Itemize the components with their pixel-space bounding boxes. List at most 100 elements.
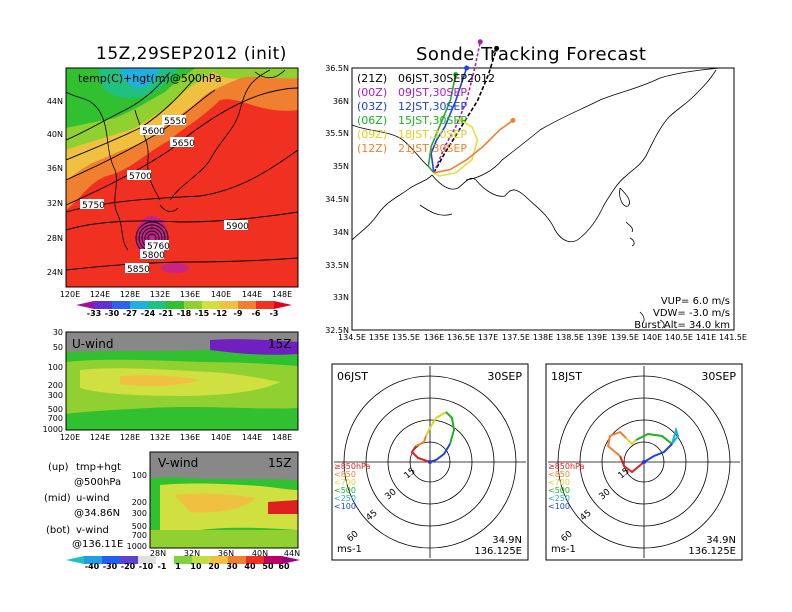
polar-level: <100 [334,502,356,511]
cbar-label: -27 [123,309,137,318]
temp-colorbar-swatch [184,301,202,309]
sonde-lon-tick: 141.5E [719,333,747,342]
polar-lat: 34.9N [492,535,522,546]
temp-colorbar-swatch [220,301,238,309]
cbar-label: -21 [159,309,174,318]
sonde-legend-time: 15JST,30SEP [398,114,467,127]
sonde-legend-time: 09JST,30SEP [398,86,467,99]
temp-colorbar-swatch [130,301,148,309]
sonde-tracks [427,39,516,177]
vwind-lat-tick: 36N [218,549,234,558]
cbar-label: -24 [141,309,156,318]
polar-trace [643,443,673,463]
uwind-p-tick: 50 [53,343,63,352]
cbar-label: -3 [270,309,279,318]
uwind-lon-tick: 120E [60,433,80,442]
sonde-lat-tick: 32.5N [325,326,349,335]
temp-colorbar-swatch [274,301,292,309]
polar-trace [429,443,451,463]
wcbar-label: 10 [190,562,202,571]
polar-time: 18JST [551,370,582,383]
temp-colorbar-swatch [76,301,94,309]
polar-trace [606,430,627,457]
right-title: Sonde Tracking Forecast [416,44,647,65]
uwind-p-tick: 30 [53,328,63,337]
vwind-lat-tick: 44N [284,549,300,558]
map-lat-tick: 44N [47,97,63,106]
sonde-legend-time: 12JST,30SEP [398,100,467,113]
uwind-p-tick: 300 [48,391,63,400]
uwind-p-tick: 500 [48,405,63,414]
wind-colorbar-swatch [66,556,84,564]
sonde-legend-time: 06JST,30SEP2012 [398,72,495,85]
map-lat-tick: 36N [47,164,63,173]
polar-trace [445,411,456,445]
sonde-lon-tick: 139E [587,333,607,342]
sonde-lon-ticks: 134.5E 135E 135.5E 136E 136.5E 137E 137.… [338,333,747,342]
map-lon-tick: 120E [60,290,80,299]
uwind-p-tick: 700 [48,414,63,423]
wind-colorbar-swatch [138,556,156,564]
vwind-label: V-wind [158,456,198,470]
polar-level: <500 [548,486,570,495]
uwind-label: U-wind [72,337,113,351]
polar-level: <250 [334,494,356,503]
wind-colorbar [66,556,300,564]
legend-val: tmp+hgt [76,462,121,473]
polar-trace [619,455,645,474]
wcbar-label: 20 [208,562,220,571]
wcbar-label: 50 [262,562,274,571]
map-label: temp(C)+hgt(m)@500hPa [78,72,222,85]
uwind-lon-tick: 132E [150,433,170,442]
polar-level: <700 [548,478,570,487]
polar-trace [415,435,427,447]
sonde-track-line [433,119,514,174]
param-burst: Burst Alt= 34.0 km [634,320,730,331]
sonde-map-frame [351,67,735,331]
polar-unit: ms-1 [337,544,362,555]
sonde-track-line [427,74,457,174]
contour-label-5600: 5600 [142,127,165,137]
cbar-label: -33 [87,309,101,318]
cbar-label: -15 [195,309,210,318]
legend-val: @34.86N [74,508,120,519]
uwind-p-ticks: 30 50 100 200 300 500 700 1000 [43,328,63,434]
cbar-label: -12 [213,309,227,318]
sonde-lat-tick: 35.5N [325,129,349,138]
map-lon-tick: 132E [150,290,170,299]
sonde-legend-code: (21Z) [357,72,387,85]
polar-text-1: 18JST 30SEP 34.9N 136.125E ms-1 [551,370,736,557]
sonde-legend: (21Z) 06JST,30SEP2012 (00Z) 09JST,30SEP … [357,72,495,155]
sonde-map-coast [351,67,721,329]
wind-colorbar-swatch [120,556,138,564]
sonde-legend-code: (00Z) [357,86,387,99]
wind-colorbar-swatch [246,556,264,564]
wcbar-label: -40 [85,562,100,571]
left-legend: (up) tmp+hgt @500hPa (mid) u-wind @34.86… [44,462,123,550]
polar-level: <500 [334,486,356,495]
sonde-track-line [430,67,468,173]
left-title: 15Z,29SEP2012 (init) [96,44,287,64]
wind-colorbar-swatch [264,556,282,564]
sonde-lon-tick: 137E [478,333,498,342]
uwind-lon-tick: 136E [180,433,200,442]
polar-center [428,460,432,464]
temp-colorbar-swatch [202,301,220,309]
wcbar-label: 30 [226,562,238,571]
sonde-params: VUP= 6.0 m/s VDW= -3.0 m/s Burst Alt= 34… [634,296,730,331]
sonde-legend-code: (12Z) [357,142,387,155]
sonde-lon-tick: 135E [369,333,389,342]
polar-trace [625,437,637,446]
contour-label-5700: 5700 [129,172,152,182]
temp-colorbar-swatch [256,301,274,309]
sonde-lat-tick: 35N [333,162,349,171]
vwind-lat-ticks: 28N 32N 36N 40N 44N [150,549,300,558]
vwind-p-tick: 200 [132,498,147,507]
legend-key: (up) [48,462,69,473]
polar-lon: 136.125E [688,546,736,557]
map-lat-tick: 24N [47,268,63,277]
sonde-track-line [433,48,498,174]
polar-trace [410,445,431,463]
temp-colorbar-swatch [112,301,130,309]
